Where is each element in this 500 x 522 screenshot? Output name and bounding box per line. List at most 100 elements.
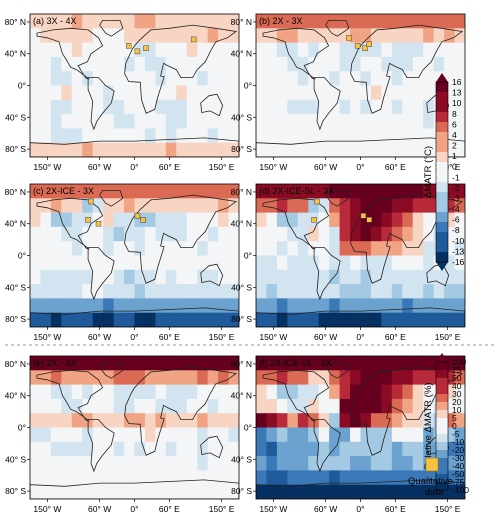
cell-c-1-6 [92, 198, 104, 214]
qualitative-marker [362, 45, 368, 51]
cell-a-5-10 [134, 85, 146, 101]
colorbar-segment [436, 102, 448, 113]
cell-b-1-2 [276, 28, 288, 44]
cell-a-1-8 [113, 28, 125, 44]
cell-f-3-10 [360, 398, 372, 414]
cell-e-8-9 [124, 470, 136, 486]
cell-b-6-18 [444, 99, 456, 115]
cell-b-5-0 [256, 85, 268, 101]
cell-d-7-10 [360, 284, 372, 299]
cell-a-0-8 [113, 14, 125, 29]
cell-d-0-7 [329, 184, 341, 199]
cell-c-5-18 [218, 255, 230, 271]
cell-a-0-14 [176, 14, 188, 29]
cell-c-2-3 [61, 212, 73, 228]
colorbar-tick-label: -4 [452, 204, 460, 214]
cell-d-3-14 [402, 226, 414, 242]
cell-b-2-8 [339, 42, 351, 58]
qualitative-marker [311, 217, 317, 223]
cell-d-1-12 [381, 198, 393, 214]
cell-f-1-2 [276, 370, 288, 386]
cell-c-4-19 [228, 241, 239, 257]
cell-d-3-10 [360, 226, 372, 242]
cell-c-4-14 [176, 241, 188, 257]
cell-a-6-12 [155, 99, 167, 115]
coastline-2 [87, 247, 115, 301]
cell-b-2-19 [454, 42, 465, 58]
cell-c-2-19 [228, 212, 239, 228]
cell-c-9-3 [61, 312, 73, 327]
cell-f-1-11 [370, 370, 382, 386]
cell-f-1-13 [391, 370, 403, 386]
panel-a: (a) 3X - 4X 80° N 40° N 0° 40° S 80° S 150° W 6… [5, 13, 240, 172]
cell-b-7-6 [318, 114, 330, 129]
cell-f-3-14 [402, 398, 414, 414]
cell-a-9-2 [50, 142, 62, 157]
colorbar-segment [436, 172, 448, 183]
cell-d-4-12 [381, 241, 393, 257]
cell-d-6-2 [276, 269, 288, 285]
cell-b-6-7 [329, 99, 341, 115]
cell-b-6-15 [412, 99, 424, 115]
cell-d-6-5 [308, 269, 320, 285]
cell-b-3-10 [360, 56, 372, 72]
cell-d-0-0 [256, 184, 268, 199]
cell-e-0-9 [124, 356, 136, 371]
cell-b-9-2 [276, 142, 288, 157]
cell-d-6-12 [381, 269, 393, 285]
cell-c-9-11 [144, 312, 156, 327]
colorbar-segment [436, 152, 448, 163]
cell-a-6-16 [197, 99, 209, 115]
cell-f-5-4 [297, 427, 309, 443]
cell-a-9-10 [134, 142, 146, 157]
cell-c-6-10 [134, 269, 146, 285]
cell-b-1-11 [370, 28, 382, 44]
cell-e-0-19 [228, 356, 239, 371]
cell-f-5-9 [350, 427, 362, 443]
cell-c-8-0 [30, 298, 42, 314]
cell-b-5-18 [444, 85, 456, 101]
lat-tick-label: 0° [18, 81, 26, 91]
cell-a-4-12 [155, 71, 167, 87]
cell-c-6-14 [176, 269, 188, 285]
cell-b-0-10 [360, 14, 372, 29]
cell-f-8-13 [391, 470, 403, 486]
cell-e-7-11 [144, 456, 156, 471]
cell-b-7-2 [276, 114, 288, 129]
cell-b-1-0 [256, 28, 268, 44]
cell-a-5-8 [113, 85, 125, 101]
panel-title: (f) 2X-ICE-SL - 3X [259, 358, 332, 368]
cell-c-9-5 [82, 312, 94, 327]
cell-b-2-15 [412, 42, 424, 58]
cell-e-0-16 [197, 356, 209, 371]
cell-c-3-11 [144, 226, 156, 242]
cell-a-0-2 [50, 14, 62, 29]
cell-a-6-1 [40, 99, 52, 115]
cell-c-4-15 [186, 241, 198, 257]
cell-c-5-10 [134, 255, 146, 271]
cell-d-7-13 [391, 284, 403, 299]
cell-b-9-9 [350, 142, 362, 157]
cell-a-3-4 [71, 56, 83, 72]
cell-e-1-18 [218, 370, 230, 386]
cell-d-3-1 [266, 226, 278, 242]
cell-f-7-10 [360, 456, 372, 471]
cell-c-5-17 [207, 255, 219, 271]
cell-c-0-16 [197, 184, 209, 199]
cell-f-5-1 [266, 427, 278, 443]
cell-e-3-3 [61, 398, 73, 414]
cell-f-0-7 [329, 356, 341, 371]
cell-a-0-18 [218, 14, 230, 29]
cell-b-3-1 [266, 56, 278, 72]
cell-d-0-11 [370, 184, 382, 199]
cell-c-5-9 [124, 255, 136, 271]
cell-f-8-9 [350, 470, 362, 486]
cell-b-3-18 [444, 56, 456, 72]
cell-d-1-7 [329, 198, 341, 214]
cell-a-9-8 [113, 142, 125, 157]
cell-a-3-1 [40, 56, 52, 72]
qualitative-marker [85, 217, 91, 223]
cell-e-2-4 [71, 384, 83, 400]
cell-e-7-15 [186, 456, 198, 471]
cell-e-5-9 [124, 427, 136, 443]
